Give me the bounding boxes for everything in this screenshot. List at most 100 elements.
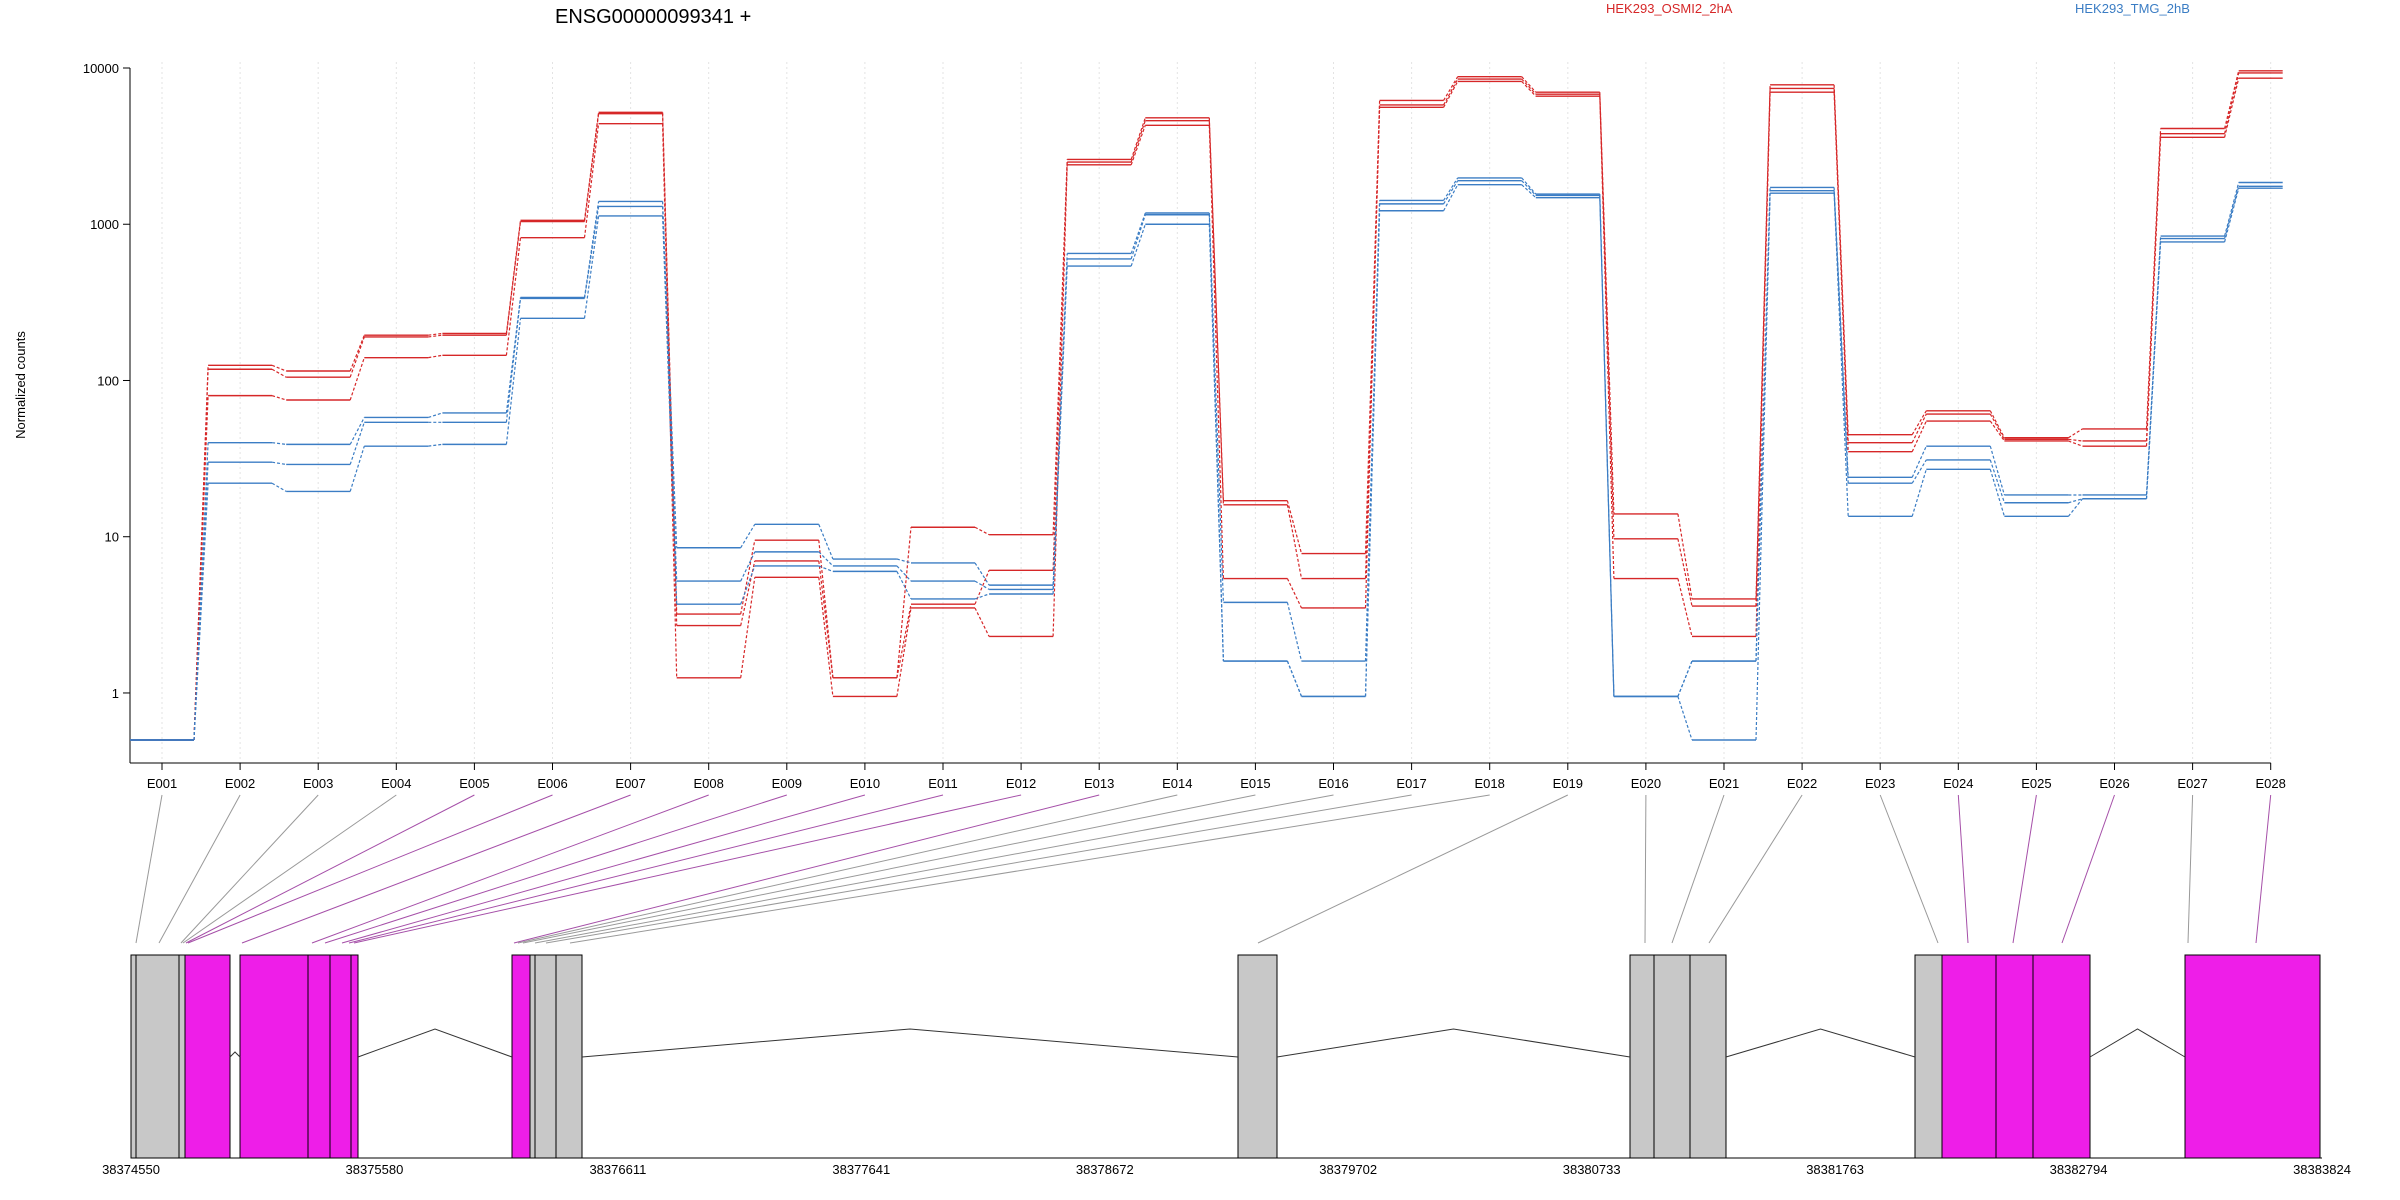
series-transition (1286, 500, 1303, 554)
x-axis: E001 E002 E003 E004 E005 E006 E007 E008 E009 E010… (130, 762, 2286, 791)
series-transition (2068, 440, 2083, 447)
series-transition (896, 571, 912, 600)
coord-label: 38376611 (589, 1162, 646, 1177)
series-transition (1911, 469, 1927, 517)
series-transition (2068, 428, 2083, 439)
exon-connector (522, 794, 1256, 944)
series-transition (1443, 81, 1459, 108)
series-transition (1911, 445, 1927, 478)
exon-connector (353, 794, 1022, 944)
series-transition (428, 332, 443, 336)
series-transition (2067, 498, 2083, 517)
vertical-grid (161, 62, 2272, 763)
series-transition (1911, 410, 1927, 435)
x-tick-label: E025 (2021, 776, 2051, 791)
series-transition (740, 540, 756, 615)
series-transition (428, 354, 443, 359)
series-transition (2224, 78, 2240, 138)
series-transition (818, 540, 834, 678)
exon-connector (348, 794, 944, 944)
series-transition (583, 113, 600, 222)
coord-label: 38381763 (1806, 1162, 1864, 1177)
series-transition (1677, 578, 1693, 637)
series-transition (1911, 459, 1927, 484)
x-tick-label: E017 (1396, 776, 1426, 791)
series-transition (1989, 420, 2005, 442)
exon-connector (1671, 794, 1725, 944)
exon-block (1914, 954, 1943, 1159)
exon-block (529, 954, 536, 1159)
series-transition (1521, 184, 1537, 199)
series-transition (2145, 137, 2162, 447)
exon-connector (241, 794, 631, 944)
series-transition (974, 526, 990, 536)
series-transition (1286, 578, 1303, 609)
series-transition (974, 580, 990, 590)
series-transition (1208, 117, 1224, 501)
series-transition (272, 442, 287, 445)
x-tick-label: E004 (381, 776, 411, 791)
exon-connector (569, 794, 1490, 944)
series-transition (349, 445, 365, 492)
series-transition (193, 442, 209, 741)
series-transition (896, 527, 912, 678)
series-transition (2068, 438, 2083, 442)
coord-label: 38377641 (832, 1162, 890, 1177)
exon-connectors (135, 794, 2272, 944)
exon-block (239, 954, 309, 1159)
series-1 (130, 177, 2283, 741)
exon-block (1941, 954, 1997, 1159)
x-tick-label: E026 (2099, 776, 2129, 791)
x-tick-label: E009 (772, 776, 802, 791)
exon-connector (185, 794, 475, 944)
y-axis: 1 10 100 1000 10000 (83, 61, 131, 763)
series-transition (740, 524, 756, 549)
series-transition (1599, 94, 1615, 539)
series-transition (1286, 602, 1303, 662)
exon-connector (2061, 794, 2115, 944)
x-tick-label: E022 (1787, 776, 1817, 791)
exon-connector (182, 794, 397, 944)
series-transition (1286, 504, 1303, 579)
series-transition (428, 443, 443, 447)
x-tick-label: E003 (303, 776, 333, 791)
series-transition (505, 298, 522, 423)
exon-block (178, 954, 186, 1159)
x-tick-label: E014 (1162, 776, 1192, 791)
series-transition (818, 577, 834, 697)
series-transition (1677, 696, 1693, 741)
series-transition (1208, 224, 1224, 662)
intron-connector (357, 1028, 513, 1058)
series-transition (818, 524, 834, 560)
coord-label: 38374550 (102, 1162, 160, 1177)
exon-connector (513, 794, 1100, 944)
intron-connector (2089, 1028, 2186, 1058)
series-transition (1364, 107, 1381, 608)
exon-block (534, 954, 557, 1159)
x-tick-label: E005 (459, 776, 489, 791)
series-transition (1989, 410, 2005, 439)
exon-connector (158, 794, 241, 944)
series-transition (896, 558, 912, 564)
series-transition (662, 123, 678, 678)
series-transition (1989, 413, 2005, 440)
exon-block (307, 954, 331, 1159)
x-tick-label: E023 (1865, 776, 1895, 791)
series-transition (1911, 420, 1927, 452)
series-lines (130, 70, 2283, 741)
series-transition (1833, 193, 1849, 517)
exon-connector (2255, 794, 2272, 944)
series-transition (349, 422, 365, 465)
series-transition (271, 368, 287, 378)
series-transition (2224, 188, 2240, 243)
exon-connector (2187, 794, 2194, 944)
series-transition (974, 607, 990, 637)
series-transition (2224, 72, 2240, 134)
series-transition (740, 577, 756, 678)
series-transition (349, 417, 365, 445)
genomic-coordinate-axis: 38374550 38375580 38376611 38377641 38378672… (102, 1162, 2351, 1177)
x-tick-label: E020 (1631, 776, 1661, 791)
coord-label: 38382794 (2050, 1162, 2108, 1177)
exon-connector (534, 794, 1334, 944)
